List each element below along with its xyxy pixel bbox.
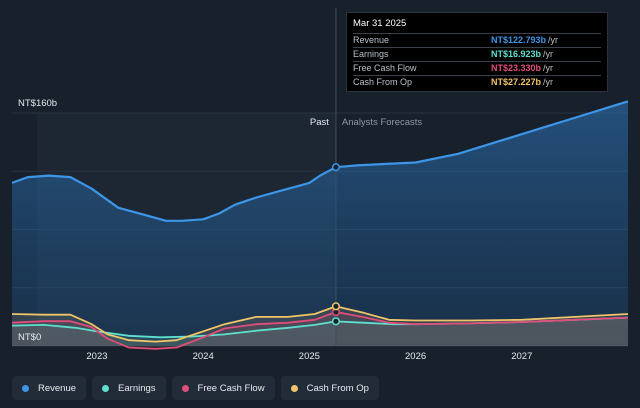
tooltip-row-label: Earnings xyxy=(353,49,389,59)
legend-dot-icon xyxy=(102,384,110,392)
earnings-marker xyxy=(331,317,340,326)
legend-item-free-cash-flow[interactable]: Free Cash Flow xyxy=(171,376,275,400)
tooltip-row-label: Revenue xyxy=(353,35,390,45)
revenue-line xyxy=(11,100,629,222)
tooltip-rows: Revenue NT$122.793b/yr Earnings NT$16.923b /… xyxy=(353,33,601,89)
cash-from-op-line xyxy=(11,305,629,343)
chart-legend: Revenue Earnings Free Cash Flow Cash From O… xyxy=(12,376,379,400)
free-cash-flow-area xyxy=(12,312,628,349)
legend-label: Free Cash Flow xyxy=(197,382,265,394)
legend-label: Earnings xyxy=(118,382,156,394)
tooltip-row-label: Free Cash Flow xyxy=(353,63,417,73)
legend-label: Revenue xyxy=(38,382,77,394)
tooltip-row-unit: /yr xyxy=(543,49,554,59)
revenue-area xyxy=(12,101,628,346)
past-label: Past xyxy=(310,117,329,128)
tooltip-row-value: NT$122.793b xyxy=(491,35,547,45)
tooltip-row: Cash From Op NT$27.227b/yr xyxy=(353,75,601,89)
forecast-label: Analysts Forecasts xyxy=(342,117,422,128)
legend-item-earnings[interactable]: Earnings xyxy=(92,376,166,400)
series-areas xyxy=(12,101,628,349)
hover-tooltip: Mar 31 2025 Revenue NT$122.793b/yr Earning… xyxy=(346,12,608,92)
tooltip-row: Free Cash Flow NT$23.330b/yr xyxy=(353,61,601,75)
legend-dot-icon xyxy=(22,384,29,392)
legend-dot-icon xyxy=(181,384,189,392)
tooltip-row-unit: /yr xyxy=(543,77,554,87)
tooltip-row-value: NT$23.330b xyxy=(491,63,542,73)
series-lines xyxy=(11,100,629,350)
tooltip-row-unit: /yr xyxy=(548,35,559,45)
earnings-area xyxy=(12,317,628,346)
tooltip-row-label: Cash From Op xyxy=(353,77,413,87)
x-tick-label: 2024 xyxy=(193,351,214,362)
tooltip-row-value: NT$27.227b xyxy=(491,77,542,87)
cash-from-op-area xyxy=(12,306,628,346)
x-axis-ticks: 2023 2024 2025 2026 2027 xyxy=(86,351,532,362)
x-tick-label: 2027 xyxy=(511,351,532,362)
tooltip-row-value: NT$16.923b xyxy=(491,49,542,59)
tooltip-date: Mar 31 2025 xyxy=(353,18,407,29)
cash-from-op-marker xyxy=(331,302,340,311)
revenue-marker xyxy=(331,163,340,172)
tooltip-row: Revenue NT$122.793b/yr xyxy=(353,33,601,47)
x-tick-label: 2026 xyxy=(405,351,426,362)
tooltip-row: Earnings NT$16.923b/yr xyxy=(353,47,601,61)
legend-label: Cash From Op xyxy=(306,382,369,394)
x-tick-label: 2025 xyxy=(299,351,320,362)
y-axis-top-label: NT$160b xyxy=(18,98,57,109)
x-tick-label: 2023 xyxy=(86,351,107,362)
free-cash-flow-line xyxy=(11,311,629,350)
legend-item-cash-from-op[interactable]: Cash From Op xyxy=(280,376,379,400)
legend-dot-icon xyxy=(290,384,298,392)
y-axis-bottom-label: NT$0 xyxy=(18,332,41,343)
hover-markers xyxy=(331,163,340,326)
tooltip-row-unit: /yr xyxy=(543,63,554,73)
legend-item-revenue[interactable]: Revenue xyxy=(12,376,87,400)
